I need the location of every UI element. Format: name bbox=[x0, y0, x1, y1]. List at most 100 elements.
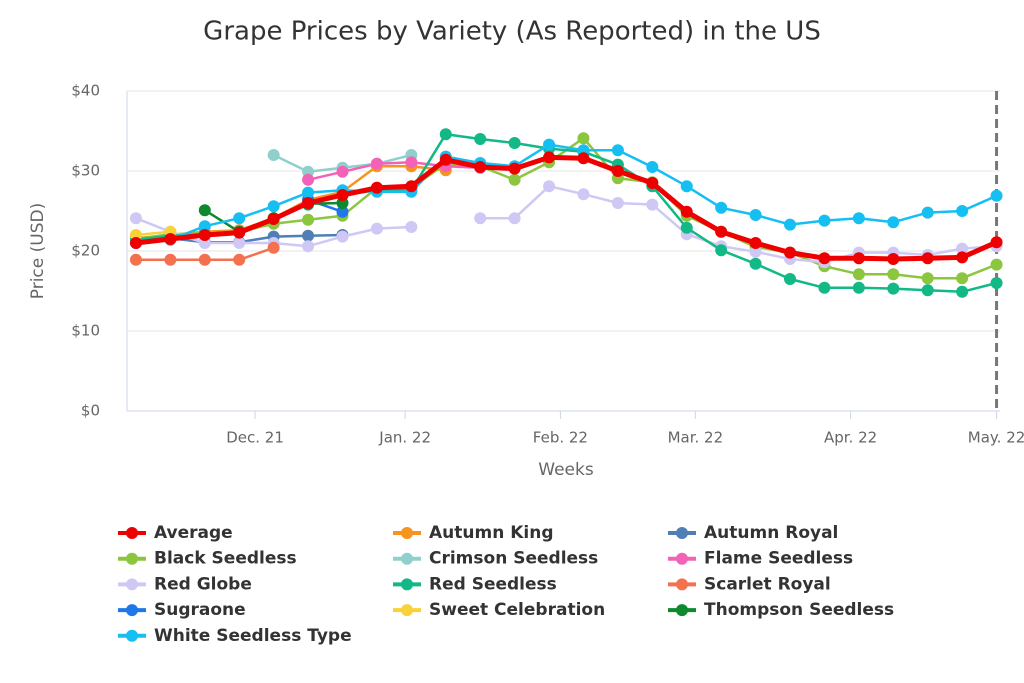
data-point bbox=[508, 212, 521, 225]
data-point bbox=[956, 272, 969, 285]
data-point bbox=[267, 213, 280, 225]
data-point bbox=[129, 212, 142, 225]
data-point bbox=[233, 212, 246, 225]
data-point bbox=[543, 180, 556, 193]
legend-marker bbox=[126, 552, 138, 565]
data-point bbox=[611, 144, 624, 157]
data-point bbox=[336, 230, 349, 243]
data-point bbox=[405, 156, 418, 169]
data-point bbox=[198, 204, 211, 217]
legend-marker bbox=[126, 629, 138, 642]
data-point bbox=[852, 252, 865, 265]
legend-marker bbox=[401, 578, 413, 591]
x-tick-label: Dec. 21 bbox=[226, 429, 284, 447]
data-point bbox=[164, 233, 177, 245]
data-point bbox=[887, 253, 900, 265]
legend-label: Crimson Seedless bbox=[429, 549, 598, 569]
data-point bbox=[302, 240, 315, 253]
data-point bbox=[818, 252, 831, 265]
data-point bbox=[956, 251, 969, 264]
data-point bbox=[646, 177, 659, 189]
data-point bbox=[405, 221, 418, 233]
legend-marker bbox=[401, 604, 413, 617]
data-point bbox=[439, 128, 452, 141]
data-point bbox=[439, 153, 452, 166]
data-point bbox=[749, 257, 762, 270]
y-tick-label: $0 bbox=[81, 402, 100, 420]
legend-label: Average bbox=[154, 523, 233, 543]
data-point bbox=[646, 198, 659, 211]
data-point bbox=[129, 237, 142, 249]
legend-marker bbox=[126, 527, 138, 539]
data-point bbox=[336, 189, 349, 201]
legend-label: Flame Seedless bbox=[704, 549, 853, 569]
data-point bbox=[646, 161, 659, 173]
data-point bbox=[956, 205, 969, 217]
data-point bbox=[852, 268, 865, 281]
data-point bbox=[852, 212, 865, 225]
legend-label: Red Seedless bbox=[429, 574, 557, 594]
data-point bbox=[474, 161, 487, 173]
data-point bbox=[784, 218, 797, 231]
data-point bbox=[302, 197, 315, 209]
data-point bbox=[577, 132, 590, 145]
data-point bbox=[267, 200, 280, 213]
data-point bbox=[233, 226, 246, 239]
data-point bbox=[370, 222, 383, 235]
data-point bbox=[543, 138, 556, 151]
data-point bbox=[715, 201, 728, 214]
data-point bbox=[680, 205, 693, 218]
chart-title: Grape Prices by Variety (As Reported) in… bbox=[203, 17, 821, 47]
data-point bbox=[302, 229, 315, 242]
data-point bbox=[990, 277, 1003, 289]
data-point bbox=[818, 281, 831, 294]
x-axis-title: Weeks bbox=[538, 460, 594, 480]
data-point bbox=[267, 241, 280, 254]
legend-label: White Seedless Type bbox=[154, 626, 352, 646]
data-point bbox=[129, 253, 142, 266]
legend-marker bbox=[126, 578, 138, 591]
data-point bbox=[887, 216, 900, 229]
data-point bbox=[198, 229, 211, 241]
legend-label: Autumn King bbox=[429, 523, 554, 543]
data-point bbox=[370, 181, 383, 194]
x-tick-label: Feb. 22 bbox=[533, 429, 588, 447]
y-tick-label: $20 bbox=[71, 242, 100, 260]
legend-label: Red Globe bbox=[154, 574, 252, 594]
data-point bbox=[302, 173, 315, 186]
data-point bbox=[749, 209, 762, 221]
legend-label: Scarlet Royal bbox=[704, 574, 831, 594]
data-point bbox=[508, 173, 521, 186]
legend-label: Thompson Seedless bbox=[704, 600, 894, 620]
data-point bbox=[749, 245, 762, 258]
y-tick-label: $40 bbox=[71, 82, 100, 100]
data-point bbox=[370, 157, 383, 170]
data-point bbox=[577, 188, 590, 201]
legend-label: Black Seedless bbox=[154, 549, 297, 569]
data-point bbox=[474, 133, 487, 145]
data-point bbox=[577, 152, 590, 165]
data-point bbox=[405, 180, 418, 193]
data-point bbox=[508, 137, 521, 149]
legend-label: Sweet Celebration bbox=[429, 600, 605, 620]
y-tick-label: $30 bbox=[71, 162, 100, 180]
data-point bbox=[198, 253, 211, 266]
legend-marker bbox=[401, 552, 413, 565]
data-point bbox=[818, 214, 831, 227]
data-point bbox=[749, 237, 762, 249]
x-tick-label: May. 22 bbox=[968, 429, 1024, 447]
x-tick-label: Mar. 22 bbox=[668, 429, 724, 447]
data-point bbox=[198, 220, 211, 233]
data-point bbox=[508, 162, 521, 175]
legend-label: Autumn Royal bbox=[704, 523, 838, 543]
legend-marker bbox=[676, 527, 688, 539]
data-point bbox=[715, 244, 728, 257]
data-point bbox=[921, 284, 934, 297]
data-point bbox=[336, 165, 349, 178]
data-point bbox=[164, 253, 177, 266]
data-point bbox=[990, 189, 1003, 202]
data-point bbox=[302, 186, 315, 199]
y-axis-title: Price (USD) bbox=[28, 203, 48, 299]
data-point bbox=[956, 285, 969, 298]
